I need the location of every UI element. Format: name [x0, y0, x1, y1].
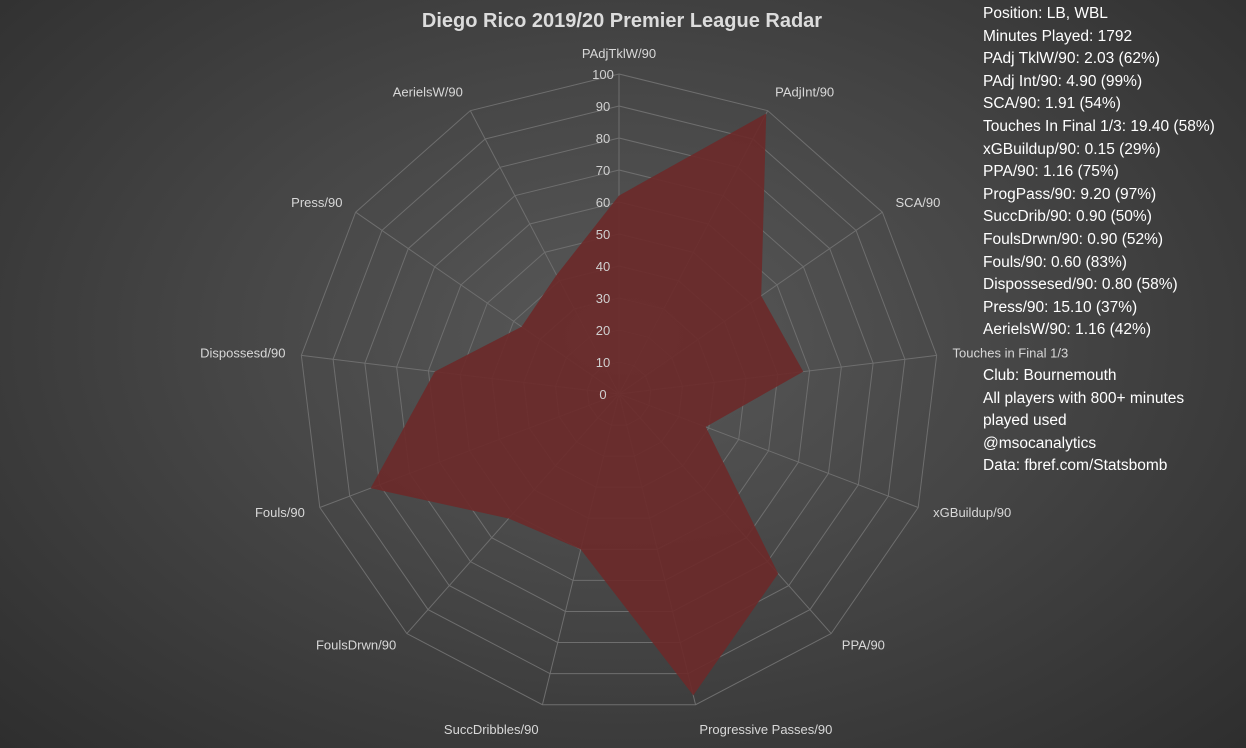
stat-line-4: SCA/90: 1.91 (54%): [983, 95, 1121, 113]
category-label-11: Press/90: [291, 195, 342, 210]
stat-line-12: Dispossesed/90: 0.80 (58%): [983, 276, 1178, 294]
tick-label-50: 50: [596, 227, 610, 242]
source-line-4: Data: fbref.com/Statsbomb: [983, 457, 1168, 475]
player-info-panel: Position: LB, WBL Minutes Played: 1792 PAd…: [983, 3, 1245, 478]
tick-label-70: 70: [596, 163, 610, 178]
source-line-2: played used: [983, 412, 1067, 430]
series-area-0: [370, 113, 804, 696]
category-label-10: Dispossesd/90: [200, 345, 285, 360]
grid-ring-90: [332, 105, 906, 675]
source-line-0: Club: Bournemouth: [983, 366, 1117, 384]
stat-line-5: Touches In Final 1/3: 19.40 (58%): [983, 117, 1215, 135]
stat-line-9: SuccDrib/90: 0.90 (50%): [983, 208, 1152, 226]
category-label-3: Touches in Final 1/3: [953, 345, 1069, 360]
category-label-5: PPA/90: [842, 637, 885, 652]
grid-ring-80: [364, 137, 874, 644]
tick-label-0: 0: [599, 387, 606, 402]
tick-label-10: 10: [596, 355, 610, 370]
stat-line-11: Fouls/90: 0.60 (83%): [983, 253, 1127, 271]
category-label-1: PAdjInt/90: [775, 84, 834, 99]
category-label-2: SCA/90: [896, 195, 941, 210]
stat-line-13: Press/90: 15.10 (37%): [983, 298, 1138, 316]
stat-line-10: FoulsDrwn/90: 0.90 (52%): [983, 230, 1164, 248]
tick-label-40: 40: [596, 259, 610, 274]
category-label-12: AerielsW/90: [393, 84, 463, 99]
radar-series-area: [370, 113, 804, 696]
radial-tick-labels: 0 10 20 30 40 50 60 70 80 90 100: [592, 67, 614, 402]
chart-title: Diego Rico 2019/20 Premier League Radar: [421, 10, 823, 32]
category-label-4: xGBuildup/90: [933, 505, 1011, 520]
stat-line-1: Minutes Played: 1792: [983, 27, 1133, 45]
stat-line-0: Position: LB, WBL: [983, 5, 1108, 22]
category-label-0: PAdjTklW/90: [582, 46, 656, 61]
grid-ring-70: [396, 169, 842, 612]
source-line-1: All players with 800+ minutes: [983, 389, 1185, 407]
tick-label-100: 100: [592, 67, 614, 82]
source-line-3: @msocanalytics: [983, 434, 1097, 452]
tick-label-30: 30: [596, 291, 610, 306]
tick-label-80: 80: [596, 131, 610, 146]
grid-ring-100: [300, 73, 938, 706]
stat-line-8: ProgPass/90: 9.20 (97%): [983, 185, 1157, 203]
tick-label-20: 20: [596, 323, 610, 338]
category-labels: PAdjTklW/90 PAdjInt/90 SCA/90 Touches in Fi…: [200, 46, 1068, 737]
category-label-8: FoulsDrwn/90: [316, 637, 396, 652]
stat-line-7: PPA/90: 1.16 (75%): [983, 163, 1119, 181]
tick-label-60: 60: [596, 195, 610, 210]
category-label-9: Fouls/90: [255, 505, 305, 520]
stat-line-3: PAdj Int/90: 4.90 (99%): [983, 72, 1143, 90]
source-lines: Club: Bournemouth All players with 800+ m…: [983, 365, 1245, 478]
stat-line-14: AerielsW/90: 1.16 (42%): [983, 321, 1151, 339]
stat-lines: Position: LB, WBL Minutes Played: 1792 PAd…: [983, 3, 1245, 342]
category-label-6: Progressive Passes/90: [699, 722, 832, 737]
category-label-7: SuccDribbles/90: [444, 722, 539, 737]
stat-line-2: PAdj TklW/90: 2.03 (62%): [983, 50, 1160, 68]
stat-line-6: xGBuildup/90: 0.15 (29%): [983, 140, 1161, 158]
tick-label-90: 90: [596, 99, 610, 114]
